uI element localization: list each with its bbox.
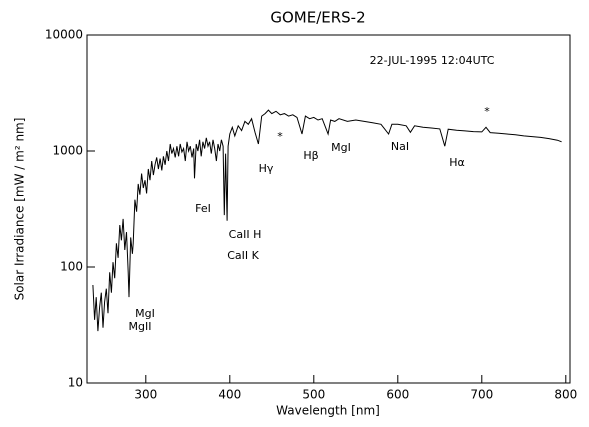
annotation: FeI	[195, 202, 211, 215]
y-tick-label: 1000	[52, 144, 83, 158]
annotation: CaII H	[229, 228, 262, 241]
x-tick-label: 500	[302, 388, 325, 402]
chart-title: GOME/ERS-2	[270, 9, 365, 27]
annotation: MgII	[129, 320, 152, 333]
annotation: Hα	[449, 156, 465, 169]
annotation: MgI	[135, 307, 155, 320]
x-tick-label: 700	[470, 388, 493, 402]
annotation: Hβ	[303, 149, 318, 162]
annotation: CaII K	[227, 249, 259, 262]
annotation: *	[484, 105, 490, 118]
x-axis-label: Wavelength [nm]	[276, 404, 380, 418]
annotation: 22-JUL-1995 12:04UTC	[370, 54, 495, 67]
y-tick-label: 100	[60, 260, 83, 274]
x-tick-label: 800	[554, 388, 577, 402]
x-tick-label: 300	[134, 388, 157, 402]
x-tick-label: 600	[386, 388, 409, 402]
annotation: *	[277, 130, 283, 143]
spectrum-line	[92, 109, 562, 332]
annotation: MgI	[331, 141, 351, 154]
annotation: NaI	[391, 140, 409, 153]
x-tick-label: 400	[218, 388, 241, 402]
plot-frame	[86, 34, 571, 384]
y-tick-label: 10000	[45, 28, 83, 42]
y-tick-label: 10	[68, 376, 83, 390]
annotation: Hγ	[259, 162, 274, 175]
y-axis-label: Solar Irradiance [mW / m² nm]	[13, 118, 27, 301]
